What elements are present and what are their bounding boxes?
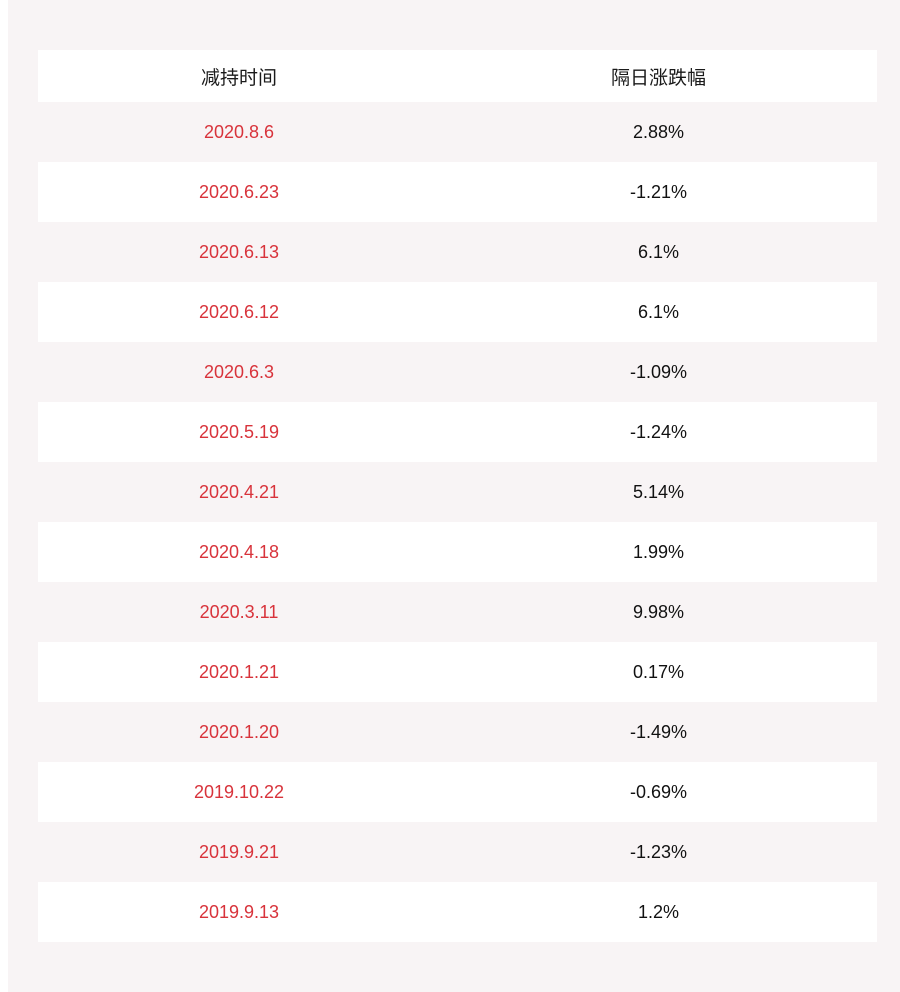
table-row: 2020.4.18 1.99% [38,522,877,582]
table-row: 2020.6.12 6.1% [38,282,877,342]
table-row: 2020.6.13 6.1% [38,222,877,282]
change-cell: -0.69% [629,781,688,802]
change-cell: 6.1% [637,241,680,262]
table-row: 2020.1.20 -1.49% [38,702,877,762]
change-cell: 6.1% [637,301,680,322]
date-cell: 2020.4.21 [198,481,280,502]
change-cell: -1.09% [629,361,688,382]
header-next-day-change: 隔日涨跌幅 [610,67,706,89]
date-cell: 2020.6.13 [198,241,280,262]
table-row: 2019.10.22 -0.69% [38,762,877,822]
table-row: 2020.6.3 -1.09% [38,342,877,402]
change-cell: -1.23% [629,841,688,862]
change-cell: 5.14% [632,481,685,502]
table-row: 2019.9.21 -1.23% [38,822,877,882]
date-cell: 2019.9.21 [198,841,280,862]
content-panel: 减持时间 隔日涨跌幅 2020.8.6 2.88% 2020.6.23 -1.2… [8,0,900,992]
header-reduction-date: 减持时间 [200,67,277,89]
date-cell: 2020.4.18 [198,541,280,562]
table-row: 2020.1.21 0.17% [38,642,877,702]
change-cell: 1.2% [637,901,680,922]
change-cell: -1.21% [629,181,688,202]
table-row: 2020.5.19 -1.24% [38,402,877,462]
change-cell: 0.17% [632,661,685,682]
change-cell: -1.49% [629,721,688,742]
date-cell: 2020.1.21 [198,661,280,682]
date-cell: 2020.5.19 [198,421,280,442]
date-cell: 2019.9.13 [198,901,280,922]
table-row: 2020.8.6 2.88% [38,102,877,162]
table-header-row: 减持时间 隔日涨跌幅 [38,50,877,102]
change-cell: -1.24% [629,421,688,442]
table-row: 2020.3.11 9.98% [38,582,877,642]
change-cell: 9.98% [632,601,685,622]
change-cell: 2.88% [632,121,685,142]
table-row: 2020.6.23 -1.21% [38,162,877,222]
date-cell: 2020.6.3 [203,361,275,382]
table-row: 2020.4.21 5.14% [38,462,877,522]
date-cell: 2020.1.20 [198,721,280,742]
date-cell: 2020.6.12 [198,301,280,322]
date-cell: 2020.8.6 [203,121,275,142]
reduction-table: 减持时间 隔日涨跌幅 2020.8.6 2.88% 2020.6.23 -1.2… [38,50,877,942]
date-cell: 2019.10.22 [193,781,285,802]
date-cell: 2020.3.11 [199,601,279,622]
change-cell: 1.99% [632,541,685,562]
date-cell: 2020.6.23 [198,181,280,202]
table-row: 2019.9.13 1.2% [38,882,877,942]
